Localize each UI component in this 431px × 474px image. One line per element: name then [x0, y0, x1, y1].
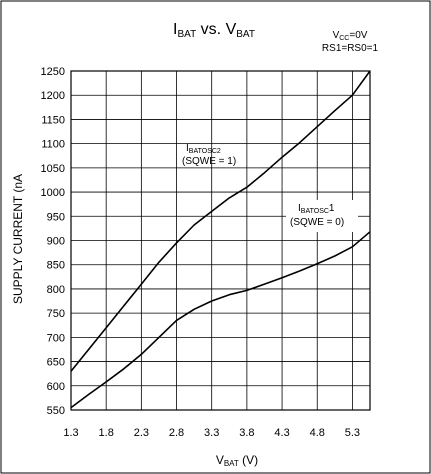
series-label-osc2-line1: IBATOSC2	[186, 143, 221, 155]
y-tick-label: 1150	[41, 114, 65, 126]
y-tick-label: 1000	[41, 187, 65, 199]
series-label-osc1-sub: BATOSC	[301, 208, 329, 215]
series-label-osc1-i: I	[298, 203, 301, 214]
series-label-osc2: IBATOSC2 (SQWE = 1)	[182, 143, 236, 167]
x-tick-label: 2.8	[169, 427, 184, 439]
y-tick-label: 550	[47, 405, 65, 417]
x-tick-label: 4.8	[310, 427, 325, 439]
y-tick-label: 750	[47, 308, 65, 320]
condition-vcc-v: V	[333, 30, 340, 41]
title-v: V	[226, 21, 237, 38]
x-tick-label: 1.8	[99, 427, 114, 439]
y-tick-label: 950	[47, 211, 65, 223]
y-tick-label: 1200	[41, 90, 65, 102]
series-label-osc1-bg	[286, 200, 358, 232]
y-tick-label: 1100	[41, 139, 65, 151]
x-axis-label: VBAT (V)	[216, 453, 258, 468]
y-tick-labels: 550 600 650 700 750 800 850 900 950 1000 1050 1100 1…	[41, 66, 65, 417]
condition-vcc-sub: CC	[339, 35, 349, 42]
x-tick-label: 4.3	[274, 427, 289, 439]
y-axis-label: SUPPLY CURRENT (nA	[11, 174, 25, 304]
chart-title: IBAT vs. VBAT	[173, 21, 255, 40]
x-tick-label: 3.3	[204, 427, 219, 439]
y-tick-label: 650	[47, 357, 65, 369]
series-label-osc2-line2: (SQWE = 1)	[182, 156, 236, 167]
series-label-osc1-line1: IBATOSC1	[298, 203, 335, 215]
series-label-osc2-sub: BATOSC2	[189, 148, 221, 155]
x-axis-label-sub: BAT	[224, 459, 239, 468]
x-axis-label-unit: (V)	[239, 453, 258, 467]
x-tick-label: 5.3	[345, 427, 360, 439]
x-tick-label: 3.8	[239, 427, 254, 439]
y-tick-label: 850	[47, 260, 65, 272]
condition-vcc-rest: =0V	[349, 30, 367, 41]
condition-vcc: VCC=0V	[333, 30, 368, 42]
y-tick-label: 1050	[41, 163, 65, 175]
title-v-sub: BAT	[236, 29, 255, 40]
condition-rs: RS1=RS0=1	[322, 43, 379, 54]
series-line-osc1	[70, 231, 371, 409]
x-tick-label: 2.3	[134, 427, 149, 439]
series-label-osc1-rest: 1	[329, 203, 335, 214]
series-lines	[70, 70, 371, 409]
x-tick-labels: 1.3 1.8 2.3 2.8 3.3 3.8 4.3 4.8 5.3	[63, 427, 360, 439]
x-axis-label-v: V	[216, 453, 224, 467]
series-line-osc2	[70, 70, 371, 372]
series-label-osc1-line2: (SQWE = 0)	[290, 217, 344, 228]
y-tick-label: 900	[47, 236, 65, 248]
x-tick-label: 1.3	[63, 427, 78, 439]
y-tick-label: 600	[47, 381, 65, 393]
y-tick-label: 800	[47, 284, 65, 296]
title-i: I	[173, 21, 177, 38]
title-vs: vs.	[196, 21, 225, 38]
title-i-sub: BAT	[178, 29, 197, 40]
plot-border	[70, 70, 371, 411]
y-tick-label: 1250	[41, 66, 65, 78]
y-tick-label: 700	[47, 332, 65, 344]
series-label-osc1: IBATOSC1 (SQWE = 0)	[286, 200, 358, 232]
series-label-osc2-i: I	[186, 143, 189, 154]
